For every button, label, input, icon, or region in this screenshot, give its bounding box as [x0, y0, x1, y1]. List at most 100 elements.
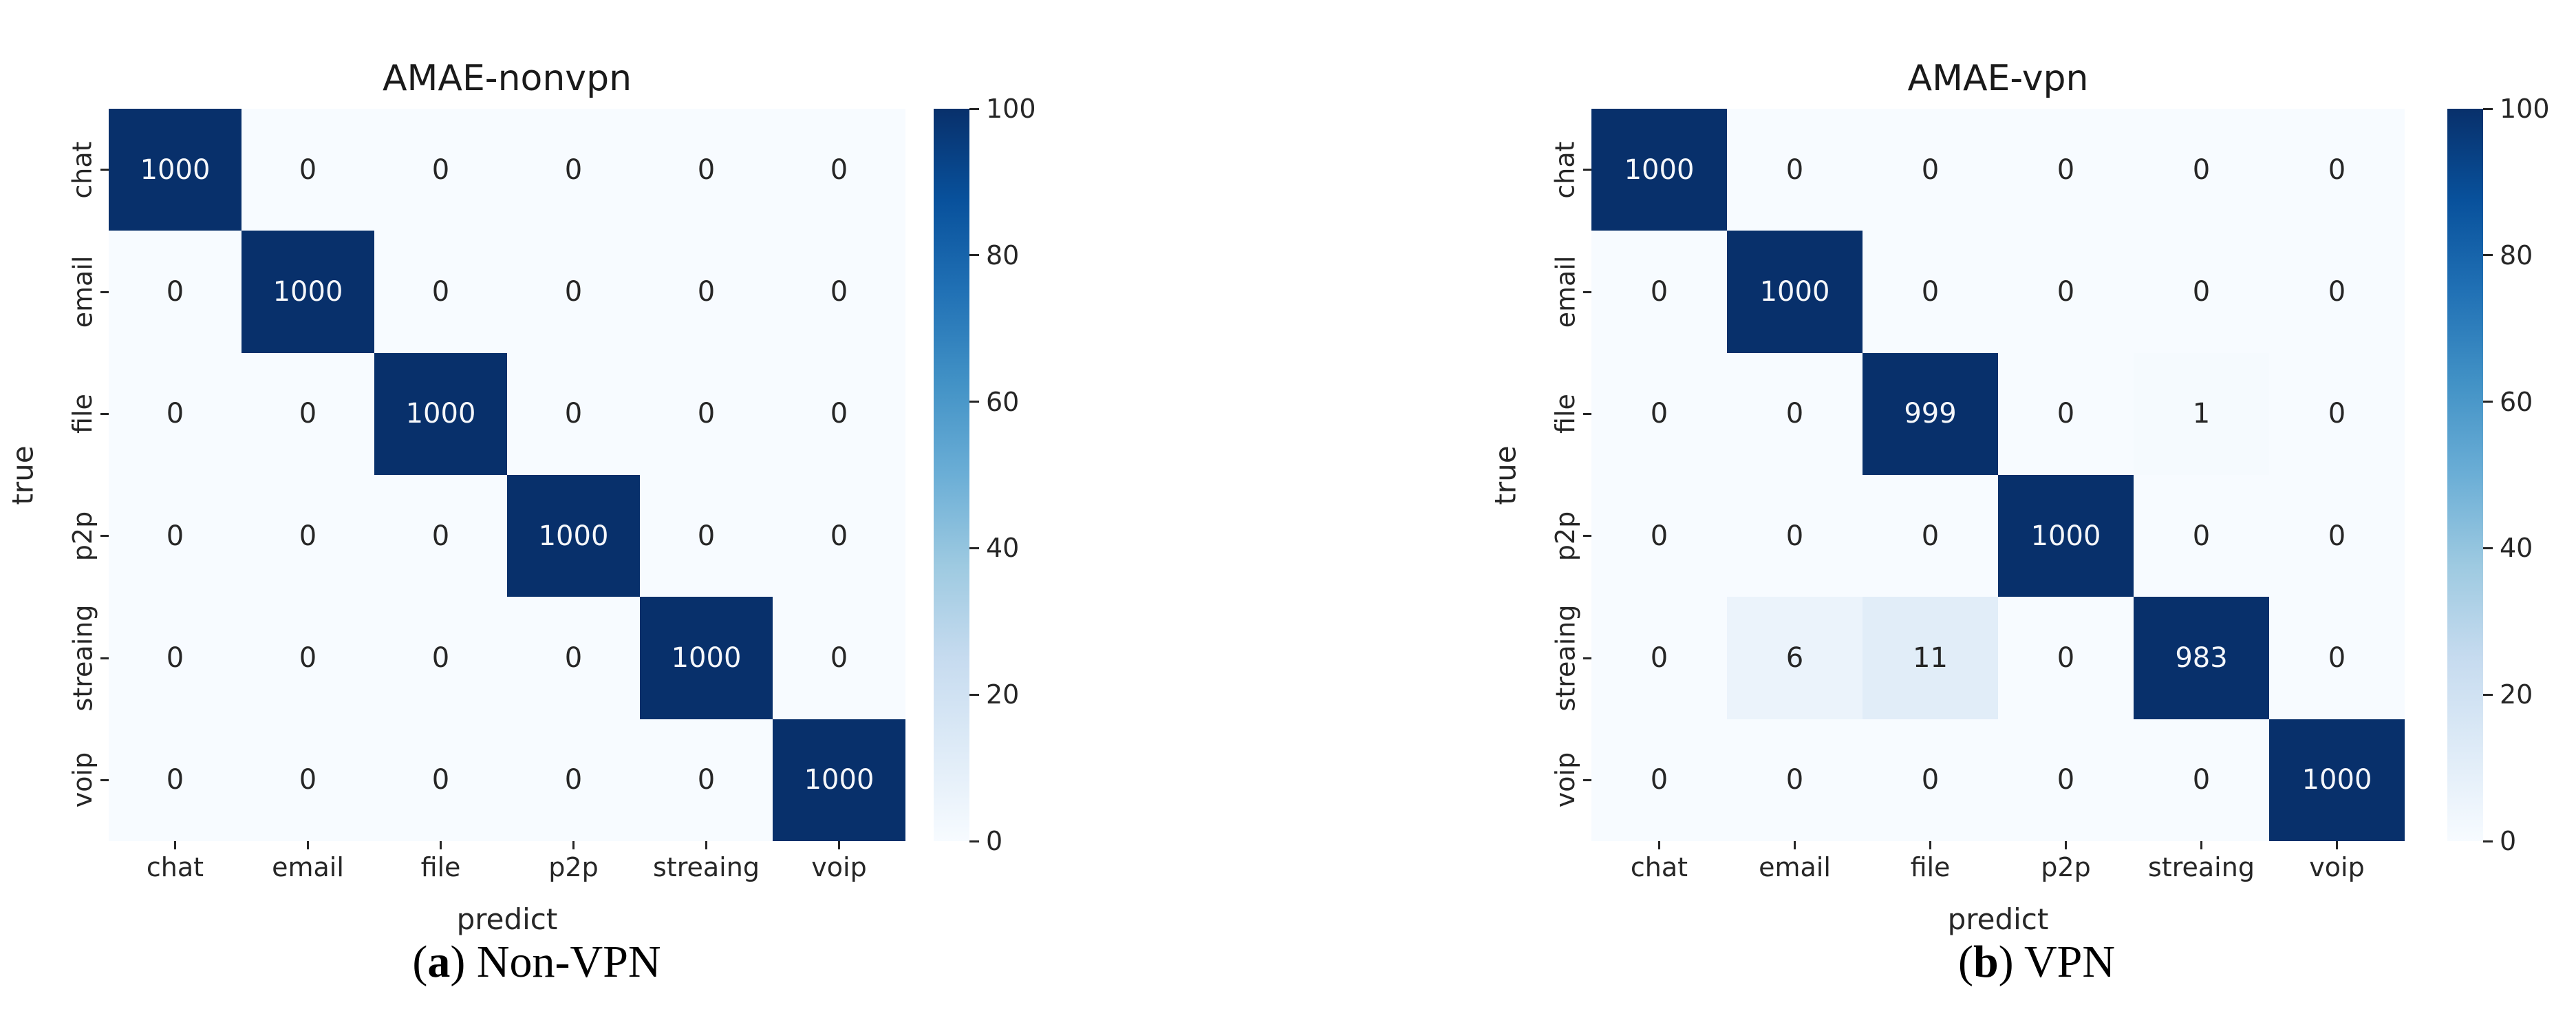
colorbar-gradient	[934, 109, 969, 841]
colorbar-tick-label: 80	[986, 240, 1020, 271]
caption: (b) VPN	[1693, 936, 2381, 988]
heatmap-cell: 0	[1591, 231, 1727, 353]
x-axis-title: predict	[1947, 902, 2049, 936]
y-tick-marks	[100, 109, 109, 841]
colorbar-tick-label: 0	[2500, 826, 2517, 856]
confusion-matrix-vpn: AMAE-vpn true chat email file p2p streaing vo…	[1288, 0, 2576, 1018]
colorbar-tick-marks	[969, 107, 979, 842]
heatmap-cell: 0	[374, 597, 507, 719]
colorbar-tick-mark	[2483, 840, 2493, 842]
x-tick-mark	[173, 841, 176, 849]
y-tick-mark	[100, 657, 109, 659]
heatmap: 1000 0 0 0 0 0 0 1000 0 0 0 0 0 0 999 0 1 0 0 0 0 1000 0 0 0 6 11 0…	[1591, 109, 2405, 841]
x-tick-marks	[109, 841, 905, 849]
y-tick-mark	[1583, 778, 1591, 781]
y-tick-mark	[100, 169, 109, 171]
colorbar-tick-labels: 100 80 60 40 20 0	[2500, 94, 2576, 856]
heatmap-cell: 6	[1727, 597, 1863, 719]
y-tick-label-text: streaing	[67, 604, 98, 712]
heatmap-cell: 0	[640, 474, 773, 597]
heatmap-cell: 0	[374, 109, 507, 231]
y-tick-labels: chat email file p2p streaing voip	[66, 109, 99, 841]
heatmap: 1000 0 0 0 0 0 0 1000 0 0 0 0 0 0 1000 0 0 0 0 0 0 1000 0 0 0 0 0 0…	[109, 109, 905, 841]
colorbar-tick-marks	[2483, 107, 2493, 842]
heatmap-cell: 999	[1863, 352, 1998, 475]
heatmap-cell: 0	[1998, 231, 2134, 353]
y-tick-label: voip	[1549, 719, 1582, 841]
x-tick-mark	[307, 841, 309, 849]
x-tick-label: streaing	[2148, 852, 2255, 882]
y-tick-label: file	[1549, 353, 1582, 475]
heatmap-cell: 0	[1998, 597, 2134, 719]
colorbar-tick-mark	[2483, 254, 2493, 257]
colorbar-tick-mark	[2483, 547, 2493, 549]
y-tick-mark	[100, 535, 109, 538]
chart-title: AMAE-nonvpn	[382, 58, 632, 99]
caption-paren-open: (	[1957, 937, 1973, 987]
y-tick-label: voip	[66, 719, 99, 841]
colorbar-gradient	[2447, 109, 2483, 841]
heatmap-cell: 0	[640, 719, 773, 841]
colorbar-tick-mark	[2483, 107, 2493, 110]
caption-paren-open: (	[412, 937, 428, 987]
heatmap-cell: 0	[1727, 474, 1863, 597]
heatmap-cell: 0	[374, 474, 507, 597]
colorbar-tick-mark	[969, 840, 979, 842]
x-tick-label: voip	[811, 852, 867, 882]
y-tick-marks	[1583, 109, 1591, 841]
y-tick-mark	[1583, 657, 1591, 659]
y-tick-label: email	[66, 231, 99, 352]
colorbar-tick-mark	[969, 401, 979, 403]
heatmap-cell: 0	[1863, 109, 1998, 231]
y-tick-label-text: file	[67, 394, 98, 434]
y-axis-title-text: true	[1488, 445, 1523, 505]
x-tick-label: p2p	[2041, 852, 2091, 882]
x-tick-mark	[1929, 841, 1931, 849]
x-tick-mark	[440, 841, 442, 849]
heatmap-cell: 0	[109, 474, 242, 597]
colorbar-tick-label: 20	[986, 679, 1020, 710]
x-tick-label: p2p	[548, 852, 599, 882]
y-tick-label: email	[1549, 231, 1582, 352]
x-tick-mark	[2200, 841, 2202, 849]
y-tick-mark	[1583, 169, 1591, 171]
y-tick-label: chat	[66, 109, 99, 231]
heatmap-cell: 1000	[1998, 474, 2134, 597]
heatmap-cell: 983	[2134, 597, 2269, 719]
heatmap-cell: 0	[2134, 474, 2269, 597]
colorbar-tick-mark	[969, 254, 979, 257]
y-tick-label-text: p2p	[67, 511, 98, 561]
heatmap-cell: 0	[109, 231, 242, 353]
x-tick-label: chat	[1630, 852, 1688, 882]
y-tick-label-text: streaing	[1550, 604, 1581, 712]
heatmap-cell: 0	[1998, 352, 2134, 475]
x-tick-labels: chat email file p2p streaing voip	[109, 852, 905, 887]
x-tick-label: email	[1759, 852, 1831, 882]
caption-paren-close: )	[450, 937, 466, 987]
colorbar-tick-label: 40	[2500, 533, 2533, 564]
y-tick-label-text: chat	[1550, 141, 1581, 199]
heatmap-cell: 0	[242, 109, 374, 231]
heatmap-cell: 0	[242, 352, 374, 475]
y-tick-label-text: voip	[1550, 752, 1581, 808]
heatmap-cell: 0	[773, 352, 905, 475]
y-axis-title-text: true	[6, 445, 40, 505]
heatmap-cell: 0	[374, 719, 507, 841]
x-tick-mark	[705, 841, 707, 849]
x-tick-label: file	[1910, 852, 1951, 882]
heatmap-cell: 0	[2134, 109, 2269, 231]
y-tick-labels: chat email file p2p streaing voip	[1549, 109, 1582, 841]
y-tick-label: streaing	[1549, 597, 1582, 719]
heatmap-cell: 0	[1998, 719, 2134, 841]
y-tick-label-text: p2p	[1550, 511, 1581, 561]
heatmap-cell: 0	[1863, 231, 1998, 353]
heatmap-cell: 0	[507, 231, 640, 353]
colorbar-tick-label: 100	[2500, 94, 2550, 124]
x-tick-labels: chat email file p2p streaing voip	[1591, 852, 2405, 887]
heatmap-cell: 1000	[2269, 719, 2405, 841]
y-tick-label: p2p	[1549, 475, 1582, 597]
confusion-matrix-nonvpn: AMAE-nonvpn true chat email file p2p streain…	[6, 58, 1036, 987]
heatmap-cell: 1000	[1591, 109, 1727, 231]
y-tick-label-text: file	[1550, 394, 1580, 434]
